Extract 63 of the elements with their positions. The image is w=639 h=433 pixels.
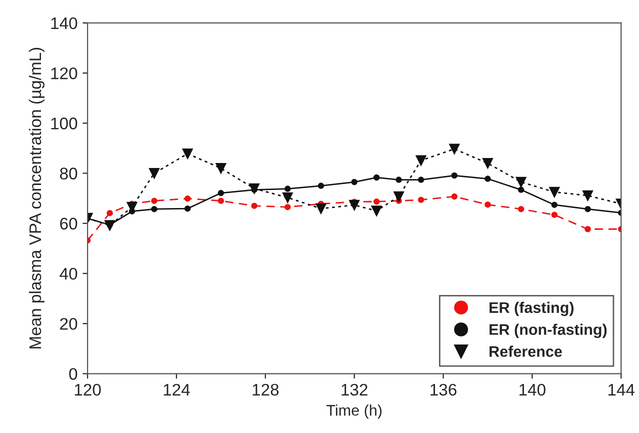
point bbox=[518, 206, 524, 212]
point bbox=[184, 205, 191, 212]
point bbox=[284, 186, 291, 192]
point bbox=[418, 176, 424, 183]
point bbox=[182, 148, 193, 159]
point bbox=[151, 198, 158, 204]
legend-label: ER (fasting) bbox=[490, 302, 574, 316]
point bbox=[316, 203, 326, 214]
point bbox=[218, 190, 224, 196]
point bbox=[396, 176, 402, 183]
x-tick-label: 132 bbox=[342, 384, 368, 396]
point bbox=[484, 201, 491, 208]
y-axis-title: Mean plasma VPA concentration (µg/mL) bbox=[28, 48, 44, 348]
point bbox=[249, 183, 260, 194]
point bbox=[151, 206, 158, 212]
point bbox=[584, 206, 591, 212]
point bbox=[516, 176, 526, 188]
point bbox=[518, 186, 524, 193]
x-tick-label: 144 bbox=[608, 384, 635, 396]
point bbox=[184, 195, 191, 202]
x-tick-label: 128 bbox=[252, 384, 279, 396]
point bbox=[149, 168, 160, 178]
point bbox=[416, 155, 426, 166]
point bbox=[218, 198, 224, 204]
point bbox=[484, 176, 491, 182]
x-tick-label: 124 bbox=[164, 384, 190, 396]
point bbox=[449, 144, 460, 154]
point bbox=[551, 212, 558, 218]
x-axis-title: Time (h) bbox=[326, 404, 382, 419]
point bbox=[351, 178, 358, 186]
point bbox=[451, 193, 458, 200]
legend-label: ER (non-fasting) bbox=[490, 324, 607, 338]
legend-label: Reference bbox=[490, 346, 562, 357]
point bbox=[216, 163, 226, 174]
point bbox=[104, 220, 115, 231]
x-tick-label: 136 bbox=[430, 384, 456, 396]
point bbox=[418, 196, 424, 203]
y-tick-label: 40 bbox=[60, 268, 78, 280]
point bbox=[482, 158, 493, 168]
point bbox=[584, 226, 591, 232]
y-tick-label: 0 bbox=[69, 368, 78, 380]
y-tick-label: 100 bbox=[51, 118, 78, 130]
point bbox=[451, 172, 458, 179]
point bbox=[349, 200, 360, 210]
point bbox=[284, 204, 291, 210]
point bbox=[373, 198, 380, 205]
point bbox=[373, 174, 380, 181]
y-tick-label: 120 bbox=[51, 67, 78, 80]
x-tick-label: 120 bbox=[74, 384, 101, 396]
point bbox=[251, 202, 258, 209]
point bbox=[394, 191, 404, 202]
point bbox=[318, 182, 324, 189]
y-tick-label: 60 bbox=[60, 218, 78, 230]
y-tick-label: 80 bbox=[60, 168, 78, 180]
point bbox=[549, 186, 560, 198]
x-tick-label: 140 bbox=[520, 384, 546, 396]
point bbox=[106, 210, 113, 216]
point bbox=[371, 206, 382, 216]
y-tick-label: 140 bbox=[51, 17, 78, 30]
point bbox=[582, 190, 593, 201]
point bbox=[282, 192, 293, 203]
point bbox=[551, 202, 558, 208]
y-tick-label: 20 bbox=[60, 318, 78, 330]
